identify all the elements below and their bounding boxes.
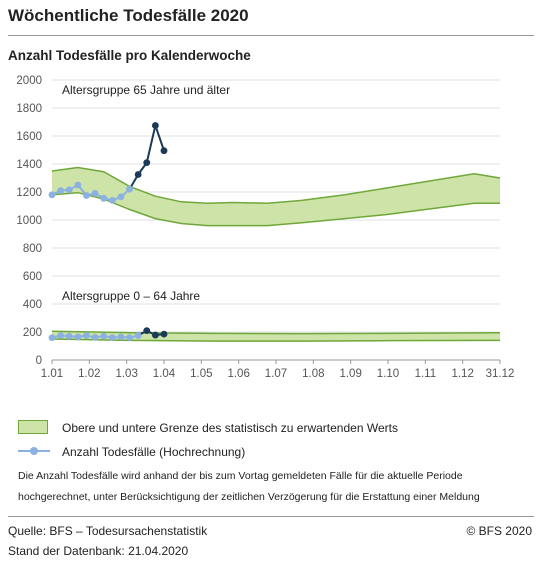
data-point bbox=[100, 332, 108, 340]
source-text: Quelle: BFS – Todesursachenstatistik bbox=[8, 524, 208, 538]
chart-subtitle: Anzahl Todesfälle pro Kalenderwoche bbox=[8, 48, 251, 63]
divider-bottom bbox=[8, 516, 534, 517]
data-point bbox=[134, 171, 142, 178]
y-tick-label: 600 bbox=[23, 271, 42, 283]
y-tick-label: 1600 bbox=[16, 131, 42, 143]
series-line bbox=[51, 183, 131, 202]
y-tick-label: 400 bbox=[23, 299, 42, 311]
x-tick-label: 1.03 bbox=[115, 368, 137, 380]
y-tick-label: 800 bbox=[23, 243, 42, 255]
x-tick-label: 1.02 bbox=[78, 368, 100, 380]
x-tick-label: 1.04 bbox=[153, 368, 176, 380]
y-tick-label: 0 bbox=[36, 355, 42, 367]
band-upper-line bbox=[51, 330, 501, 335]
deaths-chart: 0 200 400 600 800 1000 1200 1400 1600 1800 2000 1.0… bbox=[16, 75, 515, 380]
y-tick-label: 2000 bbox=[16, 75, 42, 87]
data-point bbox=[160, 330, 168, 338]
data-point bbox=[108, 197, 116, 204]
data-point bbox=[48, 191, 56, 199]
legend-band-label: Obere und untere Grenze des statistisch … bbox=[62, 421, 398, 435]
group-annotation: Altersgruppe 65 Jahre und älter bbox=[62, 83, 230, 97]
footnote: Die Anzahl Todesfälle wird anhand der bi… bbox=[18, 470, 480, 503]
data-point bbox=[108, 334, 116, 341]
x-tick-label: 1.08 bbox=[302, 368, 324, 380]
x-tick-label: 1.07 bbox=[265, 368, 287, 380]
y-tick-label: 1200 bbox=[16, 187, 42, 199]
data-point bbox=[126, 185, 133, 193]
data-point bbox=[151, 331, 159, 339]
series-line-recent bbox=[137, 329, 165, 337]
data-point bbox=[143, 327, 151, 334]
x-tick-label: 1.09 bbox=[339, 368, 361, 380]
legend-line-label: Anzahl Todesfälle (Hochrechnung) bbox=[62, 445, 246, 459]
data-point bbox=[134, 332, 142, 339]
y-tick-label: 1800 bbox=[16, 103, 42, 115]
chart-title: Wöchentliche Todesfälle 2020 bbox=[8, 6, 249, 25]
copyright: © BFS 2020 bbox=[466, 524, 532, 538]
x-tick-label: 1.01 bbox=[41, 368, 63, 380]
x-tick-label: 1.10 bbox=[377, 368, 399, 380]
divider-top bbox=[8, 35, 534, 36]
y-tick-label: 1000 bbox=[16, 215, 42, 227]
legend-line-swatch bbox=[18, 447, 50, 455]
band-upper-line bbox=[51, 166, 501, 204]
x-tick-label: 1.11 bbox=[415, 368, 437, 380]
data-point bbox=[83, 192, 90, 199]
group-annotation: Altersgruppe 0 – 64 Jahre bbox=[62, 289, 200, 303]
x-tick-label: 31.12 bbox=[486, 368, 515, 380]
data-point bbox=[143, 159, 151, 166]
expected-range-band bbox=[52, 167, 500, 226]
x-tick-label: 1.12 bbox=[451, 368, 473, 380]
legend-band-swatch bbox=[18, 420, 48, 434]
series-line-recent bbox=[128, 121, 165, 190]
database-date: Stand der Datenbank: 21.04.2020 bbox=[8, 544, 189, 558]
data-point bbox=[117, 193, 125, 201]
y-tick-label: 200 bbox=[23, 327, 42, 339]
data-point bbox=[91, 190, 99, 197]
data-point bbox=[83, 332, 90, 339]
x-tick-label: 1.05 bbox=[190, 368, 212, 380]
data-point bbox=[100, 194, 108, 202]
data-point bbox=[65, 332, 73, 340]
data-point bbox=[117, 333, 125, 341]
data-point bbox=[48, 334, 56, 341]
data-point bbox=[160, 147, 168, 155]
x-tick-label: 1.06 bbox=[227, 368, 249, 380]
data-point bbox=[91, 333, 99, 341]
data-point bbox=[57, 332, 65, 339]
data-point bbox=[74, 181, 82, 189]
data-point bbox=[57, 187, 65, 194]
y-tick-label: 1400 bbox=[16, 159, 42, 171]
band-lower-line bbox=[51, 338, 501, 342]
data-point bbox=[126, 334, 133, 341]
data-point bbox=[151, 122, 159, 129]
data-point bbox=[74, 333, 82, 341]
data-point bbox=[65, 186, 73, 194]
